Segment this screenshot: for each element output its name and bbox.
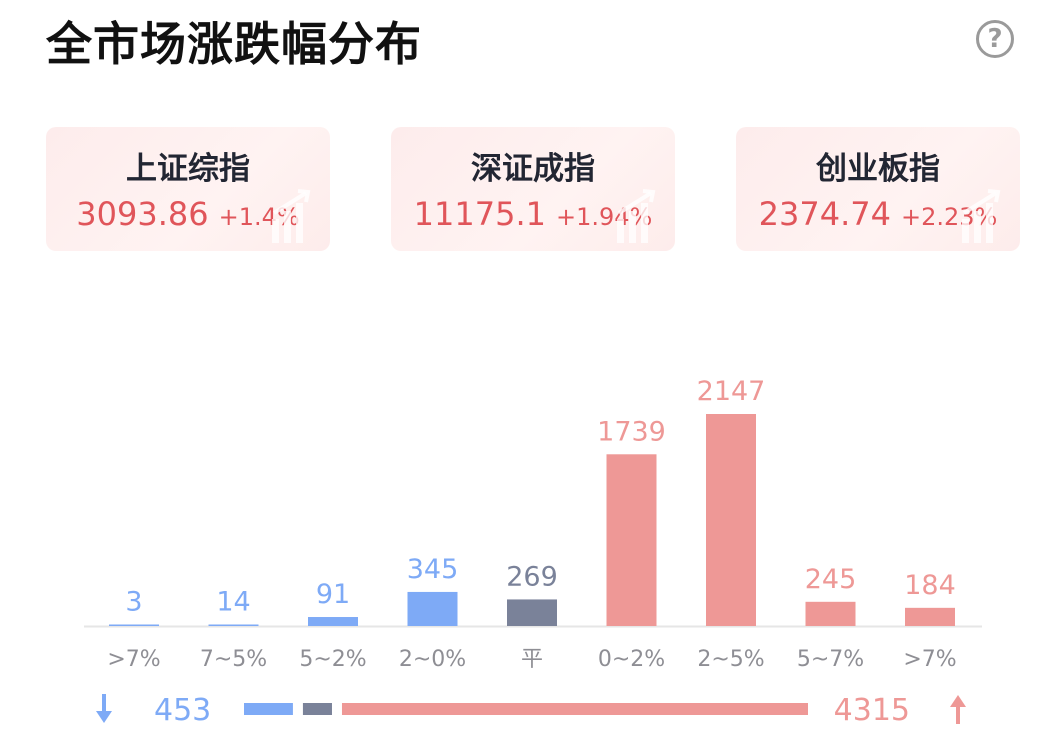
bar: [109, 624, 159, 626]
bar: [407, 591, 458, 626]
bar-value-label: 184: [904, 570, 956, 601]
page-title: 全市场涨跌幅分布: [46, 17, 422, 71]
index-name: 上证综指: [126, 151, 250, 187]
trend-up-icon: [272, 189, 311, 243]
x-tick-label: 5~7%: [797, 647, 864, 672]
bar-value-label: 1739: [597, 416, 666, 447]
bar-value-label: 14: [216, 587, 250, 618]
index-card-shanghai[interactable]: 上证综指 3093.86 +1.4%: [46, 127, 330, 251]
index-change: +1.94%: [555, 203, 653, 231]
bar: [606, 454, 657, 626]
trend-up-icon: [962, 189, 1001, 243]
x-tick-label: 5~2%: [299, 647, 366, 672]
bar: [805, 601, 856, 626]
bar-value-label: 269: [506, 561, 558, 592]
index-name: 创业板指: [816, 151, 940, 187]
index-card-shenzhen[interactable]: 深证成指 11175.1 +1.94%: [391, 127, 675, 251]
bar-value-label: 245: [805, 564, 857, 595]
arrow-up-icon: [950, 695, 966, 707]
index-value: 11175.1: [413, 195, 546, 233]
arrow-down-icon: [96, 711, 112, 723]
x-tick-label: >7%: [107, 647, 160, 672]
x-tick-label: 0~2%: [598, 647, 665, 672]
bar: [507, 599, 557, 626]
index-card-chinext[interactable]: 创业板指 2374.74 +2.23%: [736, 127, 1020, 251]
index-value: 2374.74: [758, 195, 891, 233]
x-tick-label: 2~5%: [697, 647, 764, 672]
trend-up-icon: [617, 189, 656, 243]
up-total-label: 4315: [834, 693, 910, 728]
bar-value-label: 91: [316, 579, 350, 610]
index-change: +2.23%: [900, 203, 998, 231]
bar: [905, 607, 955, 626]
x-tick-label: 平: [521, 647, 543, 672]
bar-value-label: 2147: [697, 376, 766, 407]
proportion-up-segment: [341, 703, 808, 715]
x-tick-label: 7~5%: [200, 647, 267, 672]
x-tick-label: 2~0%: [399, 647, 466, 672]
bar: [208, 624, 259, 626]
proportion-down-segment: [244, 703, 293, 715]
x-tick-label: >7%: [903, 647, 956, 672]
index-name: 深证成指: [471, 151, 595, 187]
bar-value-label: 3: [125, 587, 142, 618]
question-circle-icon[interactable]: ?: [976, 20, 1014, 58]
bar: [706, 414, 756, 626]
bar-value-label: 345: [407, 554, 459, 585]
bar: [308, 617, 358, 626]
down-total-label: 453: [154, 693, 211, 728]
index-value: 3093.86: [76, 195, 209, 233]
proportion-flat-segment: [302, 703, 332, 715]
